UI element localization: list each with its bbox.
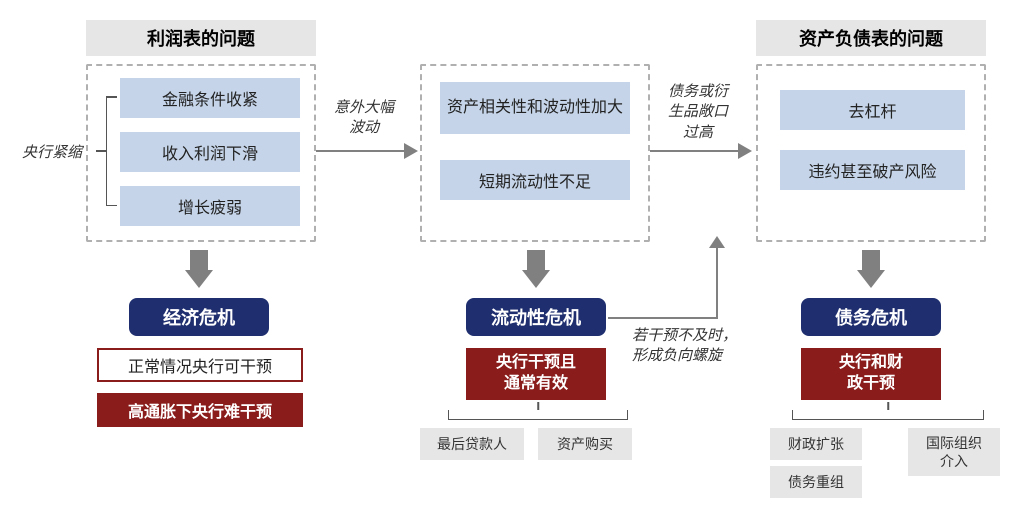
spiral-label: 若干预不及时， 形成负向螺旋 (632, 326, 772, 367)
col2-down-arrow-stem (527, 250, 545, 270)
col2-down-arrow-head (522, 270, 550, 288)
col3-item-1: 违约甚至破产风险 (780, 150, 965, 190)
col2-brace (448, 410, 628, 420)
col3-crisis: 债务危机 (801, 298, 941, 336)
col1-item-1: 收入利润下滑 (120, 132, 300, 172)
col3-chip-0: 财政扩张 (770, 428, 862, 460)
arrow-2-3-head (738, 143, 752, 159)
col3-down-arrow-head (857, 270, 885, 288)
arrow-1-2-head (404, 143, 418, 159)
col1-note-solid: 高通胀下央行难干预 (97, 393, 303, 427)
col1-down-arrow-stem (190, 250, 208, 270)
col2-item-0: 资产相关性和波动性加大 (440, 82, 630, 134)
spiral-line-h (608, 317, 718, 319)
arrow-1-2-line (316, 150, 404, 152)
col2-item-1: 短期流动性不足 (440, 160, 630, 200)
col1-down-arrow-head (185, 270, 213, 288)
col2-note-solid: 央行干预且 通常有效 (466, 348, 606, 400)
col1-input-label: 央行紧缩 (12, 143, 92, 163)
col3-header: 资产负债表的问题 (756, 20, 986, 56)
col2-crisis: 流动性危机 (466, 298, 606, 336)
col1-crisis: 经济危机 (129, 298, 269, 336)
arrow-1-2-label: 意外大幅 波动 (324, 98, 404, 139)
col1-item-2: 增长疲弱 (120, 186, 300, 226)
col3-chip-1: 债务重组 (770, 466, 862, 498)
spiral-arrow-head (709, 236, 725, 248)
arrow-2-3-label: 债务或衍 生品敞口 过高 (658, 82, 738, 143)
col1-note-outline: 正常情况央行可干预 (97, 348, 303, 382)
col3-down-arrow-stem (862, 250, 880, 270)
col2-chip-0: 最后贷款人 (420, 428, 524, 460)
col1-input-bracket (106, 96, 107, 206)
col3-item-0: 去杠杆 (780, 90, 965, 130)
col3-brace (792, 410, 984, 420)
col3-chip-2: 国际组织 介入 (908, 428, 1000, 476)
col2-chip-1: 资产购买 (538, 428, 632, 460)
col1-bracket-tick (96, 150, 106, 152)
col1-header: 利润表的问题 (86, 20, 316, 56)
arrow-2-3-line (650, 150, 738, 152)
spiral-line-v (716, 247, 718, 319)
col3-note-solid: 央行和财 政干预 (801, 348, 941, 400)
col1-item-0: 金融条件收紧 (120, 78, 300, 118)
